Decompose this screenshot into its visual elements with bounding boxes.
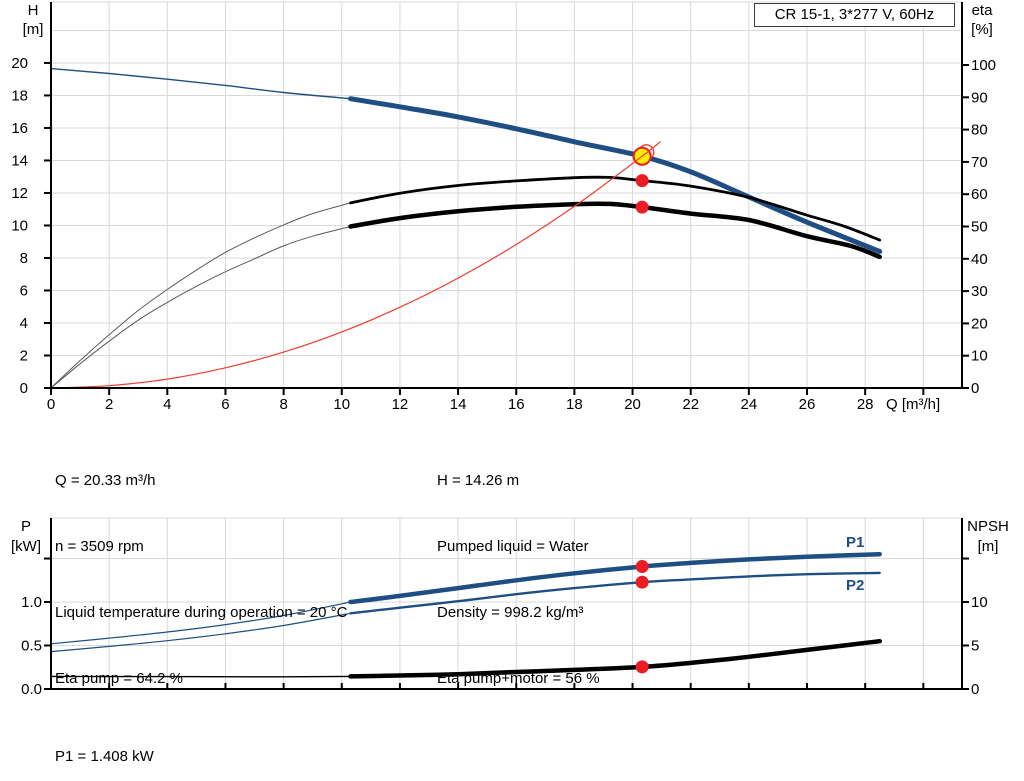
x-tick-label: 0 (47, 396, 55, 413)
p2-curve-label: P2 (846, 577, 865, 594)
eta-pump-motor-curve-thin-segment (50, 226, 351, 389)
x-axis-title: Q [m³/h] (886, 396, 940, 413)
eta-pump-curve (349, 175, 882, 242)
left-tick-label: 18 (11, 87, 28, 104)
right-tick-label: 10 (971, 348, 988, 365)
system-curve (50, 141, 661, 389)
right-axis-unit: [%] (971, 21, 993, 38)
duty-readout-left-column: Q = 20.33 m³/h n = 3509 rpm Liquid tempe… (55, 426, 347, 734)
x-tick-label: 2 (105, 396, 113, 413)
eta-pump-motor-readout: Eta pump+motor = 56 % (437, 670, 600, 687)
x-tick-label: 4 (163, 396, 171, 413)
x-tick-label: 12 (392, 396, 409, 413)
x-tick-label: 6 (221, 396, 229, 413)
right-tick-label: 100 (971, 57, 996, 74)
x-tick-label: 16 (508, 396, 525, 413)
right-tick-label: 80 (971, 122, 988, 139)
power-npsh-readout-column: P1 = 1.408 kW P2 = 1.228 kW NPSH = 2.54 … (55, 702, 160, 781)
right-tick-label: 30 (971, 283, 988, 300)
head-curve (348, 96, 883, 254)
left-tick-label: 14 (11, 152, 28, 169)
left-tick-label: 2 (20, 347, 28, 364)
left-axis-unit: [kW] (11, 538, 41, 555)
p1-curve-thin-segment (50, 601, 351, 645)
right-axis-unit: [m] (978, 538, 999, 555)
x-tick-label: 24 (741, 396, 758, 413)
p1-curve-label: P1 (846, 534, 865, 551)
x-tick-label: 20 (624, 396, 641, 413)
right-tick-label: 20 (971, 315, 988, 332)
pump-type-badge: CR 15-1, 3*277 V, 60Hz (754, 3, 955, 27)
x-tick-label: 8 (279, 396, 287, 413)
x-tick-label: 28 (857, 396, 874, 413)
right-tick-label: 50 (971, 218, 988, 235)
right-tick-label: 10 (971, 594, 988, 611)
x-tick-label: 10 (333, 396, 350, 413)
p2-curve-thin-segment (50, 612, 351, 653)
left-axis-title: H (28, 2, 39, 19)
x-tick-label: 14 (450, 396, 467, 413)
p1-readout: P1 = 1.408 kW (55, 748, 154, 765)
left-axis-title: P (21, 518, 31, 535)
x-tick-label: 22 (682, 396, 699, 413)
eta-pump-duty-dot (635, 174, 649, 188)
left-tick-label: 0.0 (21, 681, 42, 698)
left-tick-label: 1.0 (21, 594, 42, 611)
left-tick-label: 16 (11, 120, 28, 137)
duty-flow-readout: Q = 20.33 m³/h (55, 472, 156, 489)
eta-pump-motor-duty-dot (635, 200, 649, 214)
eta-pump-motor-curve (348, 201, 882, 260)
right-tick-label: 0 (971, 681, 979, 698)
left-tick-label: 10 (11, 217, 28, 234)
x-tick-label: 18 (566, 396, 583, 413)
left-tick-label: 20 (11, 55, 28, 72)
x-tick-label: 26 (799, 396, 816, 413)
p2-duty-dot (635, 575, 649, 589)
head-curve-thin-segment (50, 67, 351, 100)
right-tick-label: 5 (971, 638, 979, 655)
speed-readout: n = 3509 rpm (55, 538, 144, 555)
eta-pump-readout: Eta pump = 64.2 % (55, 670, 183, 687)
right-axis-title: NPSH (967, 518, 1009, 535)
left-tick-label: 0.5 (21, 638, 42, 655)
right-axis-title: eta (972, 2, 994, 19)
left-tick-label: 8 (20, 250, 28, 267)
p1-duty-dot (635, 560, 649, 574)
density-readout: Density = 998.2 kg/m³ (437, 604, 584, 621)
right-tick-label: 60 (971, 186, 988, 203)
p2-curve (349, 571, 881, 615)
right-tick-label: 90 (971, 89, 988, 106)
duty-readout-right-column: H = 14.26 m Pumped liquid = Water Densit… (437, 426, 600, 734)
npsh-curve (348, 638, 882, 679)
eta-pump-curve-thin-segment (50, 202, 351, 389)
left-tick-label: 12 (11, 185, 28, 202)
npsh-duty-dot (635, 660, 649, 674)
right-tick-label: 40 (971, 251, 988, 268)
p1-curve (348, 551, 882, 605)
right-tick-label: 0 (971, 380, 979, 397)
pumped-liquid-readout: Pumped liquid = Water (437, 538, 589, 555)
left-tick-label: 6 (20, 282, 28, 299)
duty-head-readout: H = 14.26 m (437, 472, 520, 489)
left-tick-label: 0 (20, 380, 28, 397)
right-tick-label: 70 (971, 154, 988, 171)
left-axis-unit: [m] (23, 21, 44, 38)
liquid-temperature-readout: Liquid temperature during operation = 20… (55, 604, 348, 621)
left-tick-label: 4 (20, 315, 28, 332)
